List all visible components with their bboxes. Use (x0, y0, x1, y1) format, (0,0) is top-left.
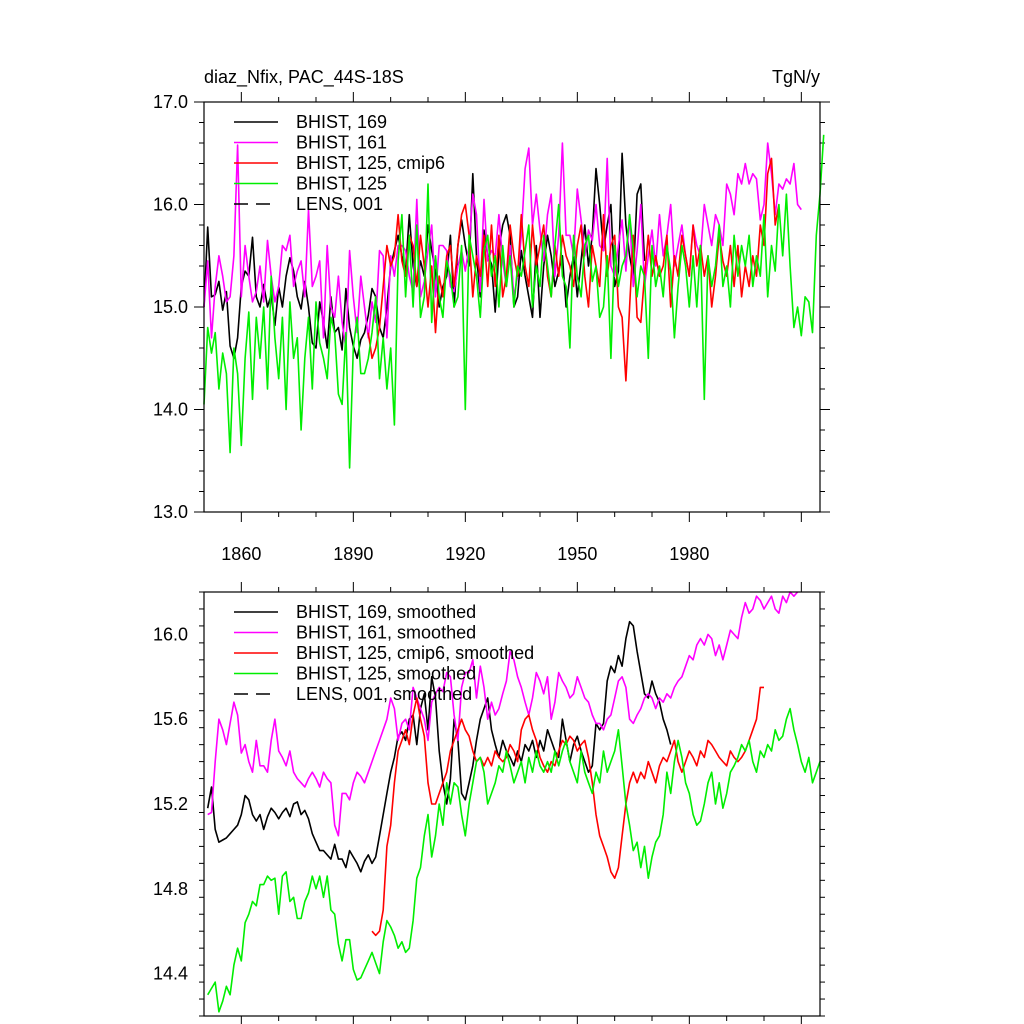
panel-top: diaz_Nfix, PAC_44S-18S TgN/y 13.0 14.0 15.… (153, 67, 830, 564)
legend-label: BHIST, 169 (296, 112, 387, 132)
bottom-axis-ticks (199, 582, 825, 1024)
legend-label: LENS, 001, smoothed (296, 684, 472, 704)
y-tick-label: 15.6 (153, 709, 188, 729)
x-tick-label: 1980 (669, 544, 709, 564)
bottom-y-tick-labels: 14.4 14.8 15.2 15.6 16.0 (153, 624, 188, 983)
legend-label: BHIST, 125, cmip6 (296, 153, 445, 173)
legend-label: BHIST, 125, cmip6, smoothed (296, 643, 534, 663)
y-tick-label: 13.0 (153, 502, 188, 522)
x-tick-label: 1920 (445, 544, 485, 564)
top-chart-title: diaz_Nfix, PAC_44S-18S (204, 67, 404, 88)
y-tick-label: 14.8 (153, 879, 188, 899)
y-tick-label: 16.0 (153, 195, 188, 215)
top-y-tick-labels: 13.0 14.0 15.0 16.0 17.0 (153, 92, 188, 522)
series-line-3 (367, 157, 780, 382)
x-tick-label: 1860 (221, 544, 261, 564)
top-axis-ticks (194, 92, 830, 522)
series-line-1 (206, 620, 672, 873)
y-tick-label: 15.2 (153, 794, 188, 814)
legend-label: BHIST, 169, smoothed (296, 602, 476, 622)
legend-label: BHIST, 161 (296, 133, 387, 153)
y-tick-label: 16.0 (153, 624, 188, 644)
legend-label: LENS, 001 (296, 194, 383, 214)
legend-label: BHIST, 125, smoothed (296, 664, 476, 684)
top-plot-frame (203, 101, 821, 513)
x-tick-label: 1890 (333, 544, 373, 564)
y-tick-label: 17.0 (153, 92, 188, 112)
y-tick-label: 15.0 (153, 297, 188, 317)
series-line-4 (207, 707, 821, 1013)
x-tick-label: 1950 (557, 544, 597, 564)
bottom-plot-frame (203, 591, 821, 1017)
legend-label: BHIST, 125 (296, 174, 387, 194)
top-series-group (203, 134, 825, 469)
top-chart-units: TgN/y (772, 67, 820, 87)
y-tick-label: 14.0 (153, 400, 188, 420)
top-x-tick-labels: 1860 1890 1920 1950 1980 (221, 544, 709, 564)
series-line-2 (207, 591, 799, 837)
legend-label: BHIST, 161, smoothed (296, 623, 476, 643)
bottom-series-group (206, 591, 821, 1013)
series-line-2 (203, 142, 802, 349)
panel-bottom: 14.4 14.8 15.2 15.6 16.0 BHIST, 169, smoothe… (153, 582, 825, 1024)
series-line-4 (203, 134, 825, 469)
y-tick-label: 14.4 (153, 964, 188, 984)
series-line-3 (371, 686, 764, 937)
